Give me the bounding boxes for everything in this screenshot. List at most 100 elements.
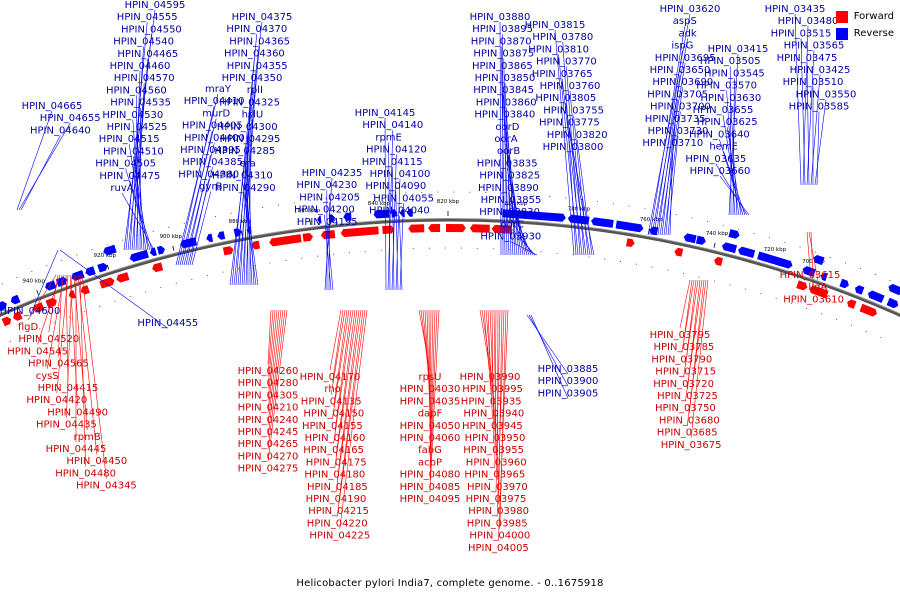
reverse-leader-line xyxy=(177,106,215,266)
reverse-leader-line xyxy=(191,191,212,266)
forward-gene xyxy=(152,262,164,273)
forward-gene-label: HPIN_04565 xyxy=(28,359,89,370)
reverse-leader-line xyxy=(387,130,394,291)
forward-gene-label: HPIN_04190 xyxy=(306,494,367,505)
reverse-gene xyxy=(97,262,108,273)
reverse-leader-line xyxy=(128,144,147,251)
reverse-gene-label: HPIN_04145 xyxy=(355,108,416,119)
forward-gene-label: HPIN_04000 xyxy=(469,531,530,542)
reverse-gene-label: HPIN_03930 xyxy=(480,232,541,243)
forward-gene-label: HPIN_04445 xyxy=(46,444,107,455)
reverse-gene-label: HPIN_04665 xyxy=(22,101,83,112)
reverse-leader-line xyxy=(20,135,61,211)
reverse-leader-line xyxy=(244,192,259,286)
forward-leader-line xyxy=(493,309,497,456)
forward-leader-line xyxy=(491,309,494,444)
forward-gene xyxy=(809,285,829,299)
reverse-gene-label: oorD xyxy=(495,122,519,133)
reverse-gene-label: mraY xyxy=(205,84,232,95)
reverse-gene-label: HPIN_04295 xyxy=(220,134,281,145)
reverse-gene-label: HPIN_03635 xyxy=(685,154,746,165)
reverse-gene xyxy=(0,301,7,311)
tick-label: 880 kbp xyxy=(229,219,252,225)
reverse-gene xyxy=(813,254,825,266)
forward-leader-line xyxy=(810,231,814,293)
reverse-gene-label: aspS xyxy=(673,16,697,27)
reverse-gene-label: HPIN_03545 xyxy=(704,68,765,79)
reverse-gene-label: HPIN_04365 xyxy=(229,36,290,47)
forward-gene xyxy=(99,277,115,289)
reverse-leader-line xyxy=(530,314,569,399)
forward-leader-line xyxy=(690,279,709,438)
forward-leader-line xyxy=(498,309,503,505)
forward-leader-line xyxy=(335,309,356,456)
reverse-leader-line xyxy=(569,127,591,256)
reverse-gene-label: HPIN_04370 xyxy=(226,24,287,35)
reverse-gene-label: HPIN_03820 xyxy=(547,130,608,141)
forward-leader-line xyxy=(487,309,493,419)
forward-leader-line xyxy=(267,309,288,462)
reverse-gene-label: HPIN_03855 xyxy=(481,195,542,206)
reverse-leader-line xyxy=(18,123,71,211)
forward-gene xyxy=(674,247,684,257)
reverse-gene xyxy=(406,208,413,217)
forward-gene-label: HPIN_03790 xyxy=(651,354,712,365)
reverse-gene-label: HPIN_03585 xyxy=(789,102,850,113)
forward-gene xyxy=(33,302,45,313)
reverse-leader-line xyxy=(806,62,810,186)
forward-gene xyxy=(68,290,77,299)
reverse-gene xyxy=(156,245,165,255)
forward-gene xyxy=(714,256,724,266)
reverse-leader-line xyxy=(665,123,676,236)
forward-leader-line xyxy=(81,274,107,479)
forward-swatch xyxy=(835,10,848,23)
reverse-leader-line xyxy=(511,229,536,256)
reverse-leader-line xyxy=(510,241,538,256)
forward-gene xyxy=(340,226,379,238)
forward-gene xyxy=(626,238,635,248)
forward-leader-line xyxy=(498,309,509,541)
reverse-leader-line xyxy=(814,99,827,186)
reverse-gene xyxy=(317,215,322,224)
forward-leader-line xyxy=(37,274,61,345)
reverse-gene-label: HPIN_03805 xyxy=(535,93,596,104)
forward-gene xyxy=(13,311,23,321)
tick-mark xyxy=(240,230,243,236)
legend-forward: Forward xyxy=(835,8,894,25)
reverse-gene-label: HPIN_03425 xyxy=(790,65,851,76)
reverse-leader-line xyxy=(175,93,219,266)
forward-leader-line xyxy=(48,274,59,333)
forward-leader-line xyxy=(336,309,366,517)
tick-mark xyxy=(648,228,650,234)
forward-gene-label: HPIN_03725 xyxy=(657,391,718,402)
reverse-leader-line xyxy=(573,115,589,256)
forward-gene-label: HPIN_04245 xyxy=(238,427,299,438)
forward-gene-label: HPIN_04135 xyxy=(301,396,362,407)
legend: Forward Reverse xyxy=(835,8,894,42)
forward-leader-line xyxy=(808,231,819,281)
forward-leader-line xyxy=(429,309,432,444)
forward-gene xyxy=(446,224,466,233)
forward-gene-label: rpsU xyxy=(419,372,442,383)
map-caption: Helicobacter pylori India7, complete gen… xyxy=(296,578,604,589)
forward-gene-label: HPIN_04260 xyxy=(238,366,299,377)
forward-gene-label: HPIN_03945 xyxy=(462,421,523,432)
reverse-gene-label: HPIN_03775 xyxy=(539,118,600,129)
forward-leader-line xyxy=(429,309,440,493)
reverse-leader-line xyxy=(179,118,217,266)
reverse-gene-label: HPIN_03885 xyxy=(538,364,599,375)
legend-forward-label: Forward xyxy=(853,11,894,22)
reverse-leader-line xyxy=(388,142,391,291)
forward-leader-line xyxy=(332,309,344,383)
reverse-gene-label: HPIN_03840 xyxy=(474,110,535,121)
forward-leader-line xyxy=(267,309,280,413)
forward-leader-line xyxy=(333,309,348,407)
forward-gene xyxy=(428,224,441,233)
reverse-gene-label: gyrB xyxy=(199,182,222,193)
forward-leader-line xyxy=(428,309,431,432)
forward-leader-line xyxy=(79,274,86,467)
forward-gene-label: HPIN_04270 xyxy=(238,451,299,462)
reverse-leader-line xyxy=(129,180,153,251)
reverse-gene-label: HPIN_04505 xyxy=(95,159,156,170)
reverse-leader-line xyxy=(326,226,334,291)
